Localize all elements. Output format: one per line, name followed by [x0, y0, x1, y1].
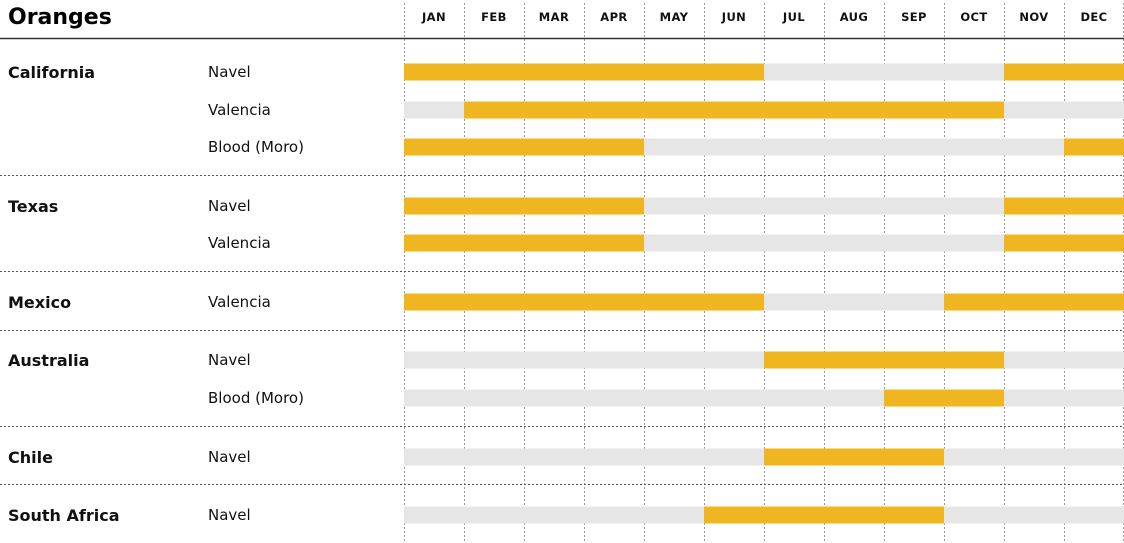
month-label-jun: JUN [721, 10, 746, 24]
season-bar-california-0-mar [524, 63, 584, 81]
season-bar-mexico-0-mar [524, 293, 584, 311]
season-bar-chile-0-sep [884, 448, 944, 466]
season-bar-california-0-jun [704, 63, 764, 81]
chart-labels: JAN FEB MAR APR MAY JUN JUL AUG SEP OCT NOV DEC Cali… [0, 10, 1124, 525]
season-bar-california-0-nov [1004, 63, 1064, 81]
season-bar-mexico-0-nov [1004, 293, 1064, 311]
region-label-california: California [8, 63, 95, 82]
variety-label-south-africa-0: Navel [208, 506, 251, 524]
month-label-jan: JAN [421, 10, 446, 24]
season-bar-california-1-jul [764, 101, 824, 119]
season-bar-texas-0-nov [1004, 197, 1064, 215]
variety-label-australia-0: Navel [208, 351, 251, 369]
month-label-nov: NOV [1019, 10, 1048, 24]
season-bar-california-1-aug [824, 101, 884, 119]
season-bar-mexico-0-feb [464, 293, 524, 311]
season-bar-california-0-feb [464, 63, 524, 81]
region-label-chile: Chile [8, 448, 53, 467]
season-bar-california-1-oct [944, 101, 1004, 119]
season-bar-texas-0-dec [1064, 197, 1124, 215]
season-bar-australia-0-oct [944, 351, 1004, 369]
variety-label-texas-0: Navel [208, 197, 251, 215]
season-bar-california-0-dec [1064, 63, 1124, 81]
season-bar-mexico-0-oct [944, 293, 1004, 311]
variety-label-california-0: Navel [208, 63, 251, 81]
month-label-sep: SEP [901, 10, 927, 24]
season-bar-texas-0-feb [464, 197, 524, 215]
chart-title: Oranges [8, 5, 112, 30]
season-bar-texas-1-feb [464, 234, 524, 252]
region-label-south-africa: South Africa [8, 506, 120, 525]
month-label-apr: APR [600, 10, 627, 24]
season-bar-california-1-feb [464, 101, 524, 119]
variety-label-australia-1: Blood (Moro) [208, 389, 304, 407]
variety-label-texas-1: Valencia [208, 234, 271, 252]
season-bar-california-1-jun [704, 101, 764, 119]
season-bar-south-africa-0-sep [884, 506, 944, 524]
season-bar-texas-1-dec [1064, 234, 1124, 252]
season-bar-texas-1-mar [524, 234, 584, 252]
season-bar-chile-0-jul [764, 448, 824, 466]
region-label-texas: Texas [8, 197, 58, 216]
season-bar-california-1-mar [524, 101, 584, 119]
season-bar-california-1-sep [884, 101, 944, 119]
season-bar-mexico-0-may [644, 293, 704, 311]
season-bar-south-africa-0-aug [824, 506, 884, 524]
region-label-australia: Australia [8, 351, 89, 370]
region-label-mexico: Mexico [8, 293, 71, 312]
season-bar-texas-1-jan [404, 234, 464, 252]
variety-label-chile-0: Navel [208, 448, 251, 466]
season-bar-texas-0-mar [524, 197, 584, 215]
month-label-dec: DEC [1080, 10, 1107, 24]
season-bar-south-africa-0-jun [704, 506, 764, 524]
month-label-feb: FEB [481, 10, 507, 24]
variety-label-california-1: Valencia [208, 101, 271, 119]
season-bar-mexico-0-dec [1064, 293, 1124, 311]
season-bar-california-2-mar [524, 138, 584, 156]
season-bar-australia-0-aug [824, 351, 884, 369]
season-bar-texas-0-jan [404, 197, 464, 215]
season-track-australia-1 [404, 389, 1124, 407]
season-bar-mexico-0-jun [704, 293, 764, 311]
season-bar-california-1-apr [584, 101, 644, 119]
season-bar-mexico-0-apr [584, 293, 644, 311]
season-bar-texas-1-nov [1004, 234, 1064, 252]
season-bar-california-2-jan [404, 138, 464, 156]
season-bar-california-1-may [644, 101, 704, 119]
month-label-aug: AUG [840, 10, 869, 24]
variety-label-mexico-0: Valencia [208, 293, 271, 311]
variety-label-california-2: Blood (Moro) [208, 138, 304, 156]
month-label-may: MAY [660, 10, 689, 24]
season-bar-california-2-dec [1064, 138, 1124, 156]
season-bar-chile-0-aug [824, 448, 884, 466]
season-bar-california-2-feb [464, 138, 524, 156]
season-bar-california-0-apr [584, 63, 644, 81]
season-bar-south-africa-0-jul [764, 506, 824, 524]
season-bar-mexico-0-jan [404, 293, 464, 311]
season-bar-california-0-jan [404, 63, 464, 81]
month-label-mar: MAR [539, 10, 569, 24]
month-label-oct: OCT [960, 10, 987, 24]
month-label-jul: JUL [782, 10, 805, 24]
season-bars [404, 63, 1124, 524]
season-bar-california-0-may [644, 63, 704, 81]
season-bar-texas-1-apr [584, 234, 644, 252]
season-bar-australia-1-sep [884, 389, 944, 407]
season-bar-texas-0-apr [584, 197, 644, 215]
season-bar-australia-0-sep [884, 351, 944, 369]
season-bar-australia-0-jul [764, 351, 824, 369]
season-bar-california-2-apr [584, 138, 644, 156]
season-bar-australia-1-oct [944, 389, 1004, 407]
